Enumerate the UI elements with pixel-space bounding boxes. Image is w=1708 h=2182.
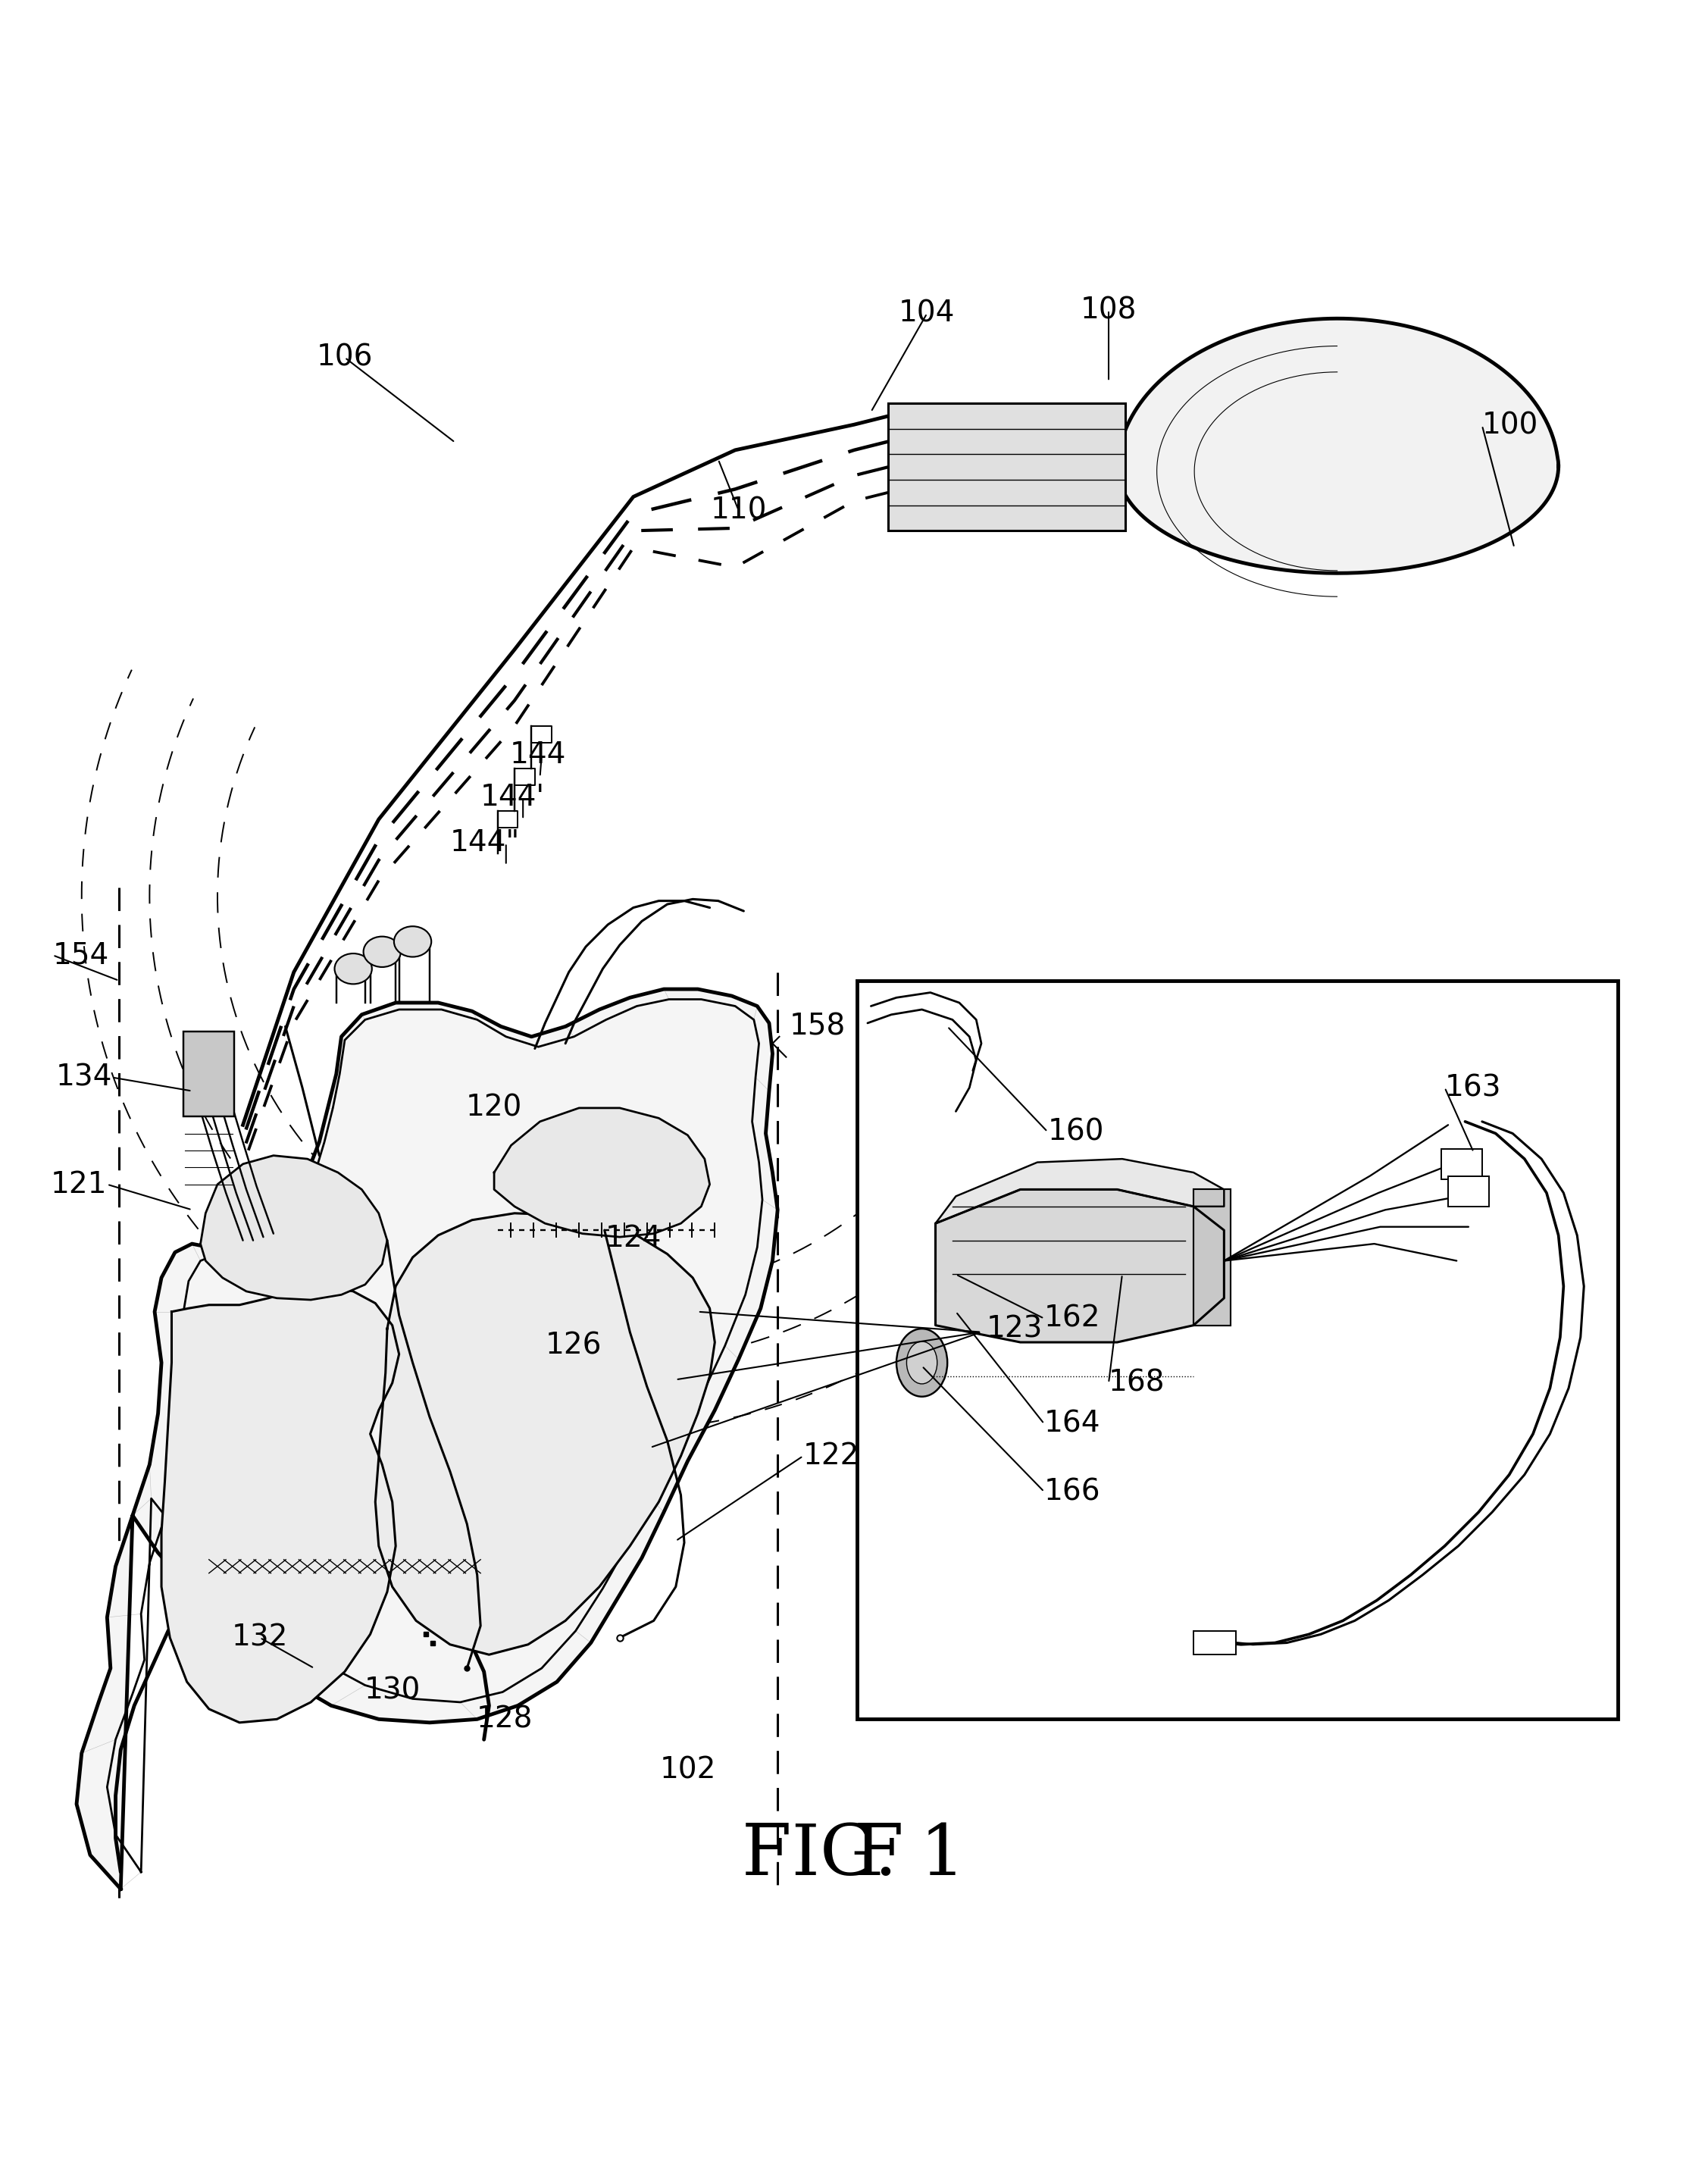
Polygon shape [936,1159,1225,1224]
Ellipse shape [897,1329,948,1396]
Text: 144': 144' [480,783,545,812]
Polygon shape [162,1285,400,1722]
Ellipse shape [335,954,372,984]
Text: 144": 144" [449,829,519,858]
Text: 124: 124 [605,1224,661,1252]
Text: 120: 120 [466,1093,523,1122]
Text: 128: 128 [477,1704,533,1733]
Bar [1194,1630,1237,1654]
Ellipse shape [907,1342,938,1383]
Text: 104: 104 [898,299,955,327]
Bar [1448,1176,1489,1207]
Text: 166: 166 [1044,1477,1100,1506]
Polygon shape [376,1213,716,1654]
Text: 144: 144 [509,740,565,770]
Text: 160: 160 [1047,1117,1103,1146]
Bar [1442,1148,1483,1178]
Text: 126: 126 [545,1331,603,1359]
Bar [1194,1189,1231,1324]
Polygon shape [494,1108,711,1237]
Ellipse shape [364,936,401,967]
Text: 132: 132 [232,1623,289,1652]
Text: 130: 130 [364,1676,420,1704]
Text: 108: 108 [1081,295,1138,325]
Text: 106: 106 [316,343,372,371]
Text: 110: 110 [711,495,767,524]
Polygon shape [1117,319,1558,574]
Text: 121: 121 [51,1170,108,1198]
Text: FIG. 1: FIG. 1 [743,1822,965,1890]
Text: 102: 102 [659,1757,716,1785]
Text: 122: 122 [803,1442,859,1471]
Bar [888,404,1126,530]
Bar [857,980,1617,1719]
Text: 162: 162 [1044,1305,1100,1333]
Text: 154: 154 [53,940,109,969]
Polygon shape [200,1156,388,1300]
Text: 164: 164 [1044,1410,1100,1438]
Polygon shape [936,1189,1225,1342]
Text: F: F [854,1822,904,1890]
Text: 134: 134 [56,1063,113,1091]
Text: 168: 168 [1108,1368,1165,1396]
Bar [183,1032,234,1117]
Text: 123: 123 [987,1314,1044,1344]
Text: 163: 163 [1445,1074,1501,1102]
Text: 100: 100 [1483,410,1539,441]
Polygon shape [77,988,777,1890]
Text: 158: 158 [789,1012,845,1041]
Ellipse shape [395,927,432,958]
